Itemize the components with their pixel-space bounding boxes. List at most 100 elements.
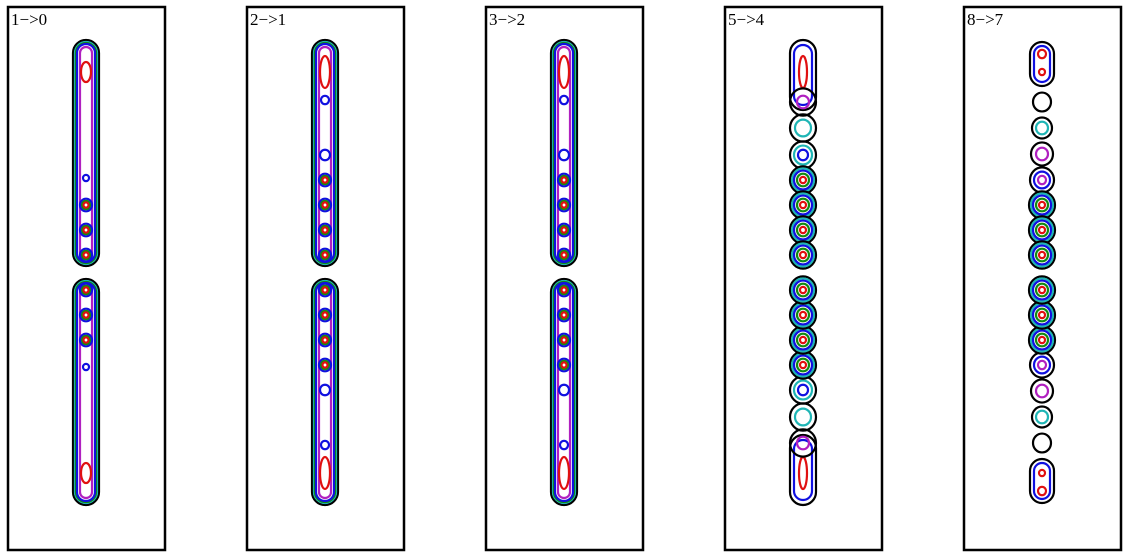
- contour: [792, 354, 814, 376]
- contour: [319, 439, 331, 451]
- contour: [71, 277, 101, 507]
- contour: [82, 286, 90, 294]
- contour: [549, 38, 579, 268]
- contour: [795, 94, 811, 110]
- contour: [80, 199, 92, 211]
- contour: [795, 435, 811, 451]
- contour: [792, 379, 814, 401]
- contour: [321, 286, 329, 294]
- contour: [1029, 242, 1055, 268]
- contour: [82, 226, 90, 234]
- panel: 3−>2: [484, 5, 645, 552]
- contour: [798, 175, 808, 185]
- contour: [556, 332, 572, 348]
- contour: [1031, 194, 1053, 216]
- contour: [81, 173, 91, 183]
- contour: [1029, 277, 1055, 303]
- contour: [560, 311, 568, 319]
- contour: [319, 224, 331, 236]
- contour: [1028, 457, 1056, 505]
- contour: [1032, 461, 1052, 501]
- contour: [71, 38, 101, 268]
- contour: [556, 247, 572, 263]
- contour: [560, 361, 568, 369]
- contour: [1036, 485, 1048, 497]
- contour: [560, 226, 568, 234]
- contour: [318, 54, 332, 90]
- contour: [560, 251, 568, 259]
- contour: [560, 176, 568, 184]
- panel: 1−>0: [6, 5, 167, 552]
- contour: [78, 197, 94, 213]
- contour: [1034, 409, 1050, 425]
- contour: [793, 118, 813, 138]
- contour: [1027, 240, 1057, 270]
- contour: [558, 439, 570, 451]
- contour: [79, 60, 93, 84]
- contour: [319, 309, 331, 321]
- contour: [1037, 335, 1047, 345]
- contour: [78, 282, 94, 298]
- contour: [80, 334, 92, 346]
- contour: [798, 310, 808, 320]
- contour: [792, 438, 814, 502]
- contour: [1034, 222, 1050, 238]
- contour: [1034, 146, 1050, 162]
- contour: [317, 247, 333, 263]
- contour: [798, 360, 808, 370]
- contour: [1031, 91, 1053, 113]
- contour: [556, 172, 572, 188]
- contour: [1036, 359, 1048, 371]
- contour: [1028, 40, 1056, 88]
- contour: [792, 304, 814, 326]
- contour: [558, 309, 570, 321]
- contour: [1031, 279, 1053, 301]
- contour: [319, 334, 331, 346]
- contour: [1032, 44, 1052, 84]
- contour: [80, 309, 92, 321]
- contour: [796, 148, 810, 162]
- contour: [82, 251, 90, 259]
- contour: [557, 54, 571, 90]
- contour: [788, 38, 818, 112]
- contour: [792, 219, 814, 241]
- contour: [1037, 67, 1047, 77]
- contour: [319, 359, 331, 371]
- contour: [321, 226, 329, 234]
- contour: [788, 428, 818, 458]
- contour: [1037, 225, 1047, 235]
- contour: [1031, 244, 1053, 266]
- panel-label: 5−>4: [728, 10, 765, 29]
- contour: [319, 174, 331, 186]
- contour: [321, 176, 329, 184]
- contour: [317, 282, 333, 298]
- contour: [798, 285, 808, 295]
- contour: [321, 201, 329, 209]
- contour: [319, 94, 331, 106]
- contour: [1037, 250, 1047, 260]
- contour: [557, 455, 571, 491]
- contour: [558, 334, 570, 346]
- contour: [321, 311, 329, 319]
- contour: [310, 277, 340, 507]
- contour: [1032, 355, 1052, 375]
- contour: [318, 148, 332, 162]
- contour: [317, 332, 333, 348]
- contour: [1037, 310, 1047, 320]
- contour: [788, 275, 818, 305]
- contour: [78, 332, 94, 348]
- contour: [1031, 304, 1053, 326]
- contour: [558, 174, 570, 186]
- contour: [78, 247, 94, 263]
- contour: [310, 38, 340, 268]
- contour: [321, 251, 329, 259]
- contour: [1034, 282, 1050, 298]
- contour: [1032, 170, 1052, 190]
- contour: [1034, 247, 1050, 263]
- contour: [798, 335, 808, 345]
- contour: [1037, 468, 1047, 478]
- contour: [80, 224, 92, 236]
- contour: [558, 199, 570, 211]
- contour: [319, 249, 331, 261]
